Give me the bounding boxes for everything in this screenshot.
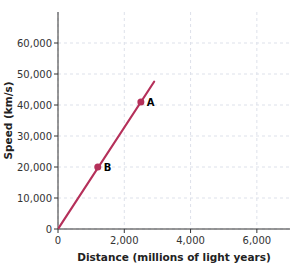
grid-line-y bbox=[58, 74, 290, 75]
x-tick-label: 6,000 bbox=[243, 235, 272, 246]
axes: 0 2,000 4,000 6,000 0 10,000 20,000 30,000 40,00… bbox=[17, 38, 271, 247]
data-line bbox=[58, 82, 154, 229]
grid-line-y bbox=[58, 136, 290, 137]
grid-line-y bbox=[58, 198, 290, 199]
grid-line-y bbox=[58, 229, 290, 230]
grid-line-x bbox=[190, 12, 191, 229]
data-point bbox=[137, 98, 144, 105]
y-tick bbox=[54, 43, 58, 44]
x-axis-line bbox=[58, 229, 290, 230]
annotations: AB bbox=[104, 97, 155, 173]
x-axis-label: Distance (millions of light years) bbox=[77, 251, 270, 263]
y-axis-line bbox=[58, 12, 59, 229]
y-tick bbox=[54, 74, 58, 75]
grid-line-x bbox=[124, 12, 125, 229]
y-tick-label: 10,000 bbox=[17, 193, 52, 204]
y-tick bbox=[54, 105, 58, 106]
x-tick bbox=[124, 229, 125, 233]
grid-line-y bbox=[58, 167, 290, 168]
grid-line-x bbox=[58, 12, 59, 229]
point-label: A bbox=[147, 97, 155, 108]
x-tick-label: 0 bbox=[55, 235, 61, 246]
grid-line-y bbox=[58, 43, 290, 44]
chart: 0 2,000 4,000 6,000 0 10,000 20,000 30,000 40,00… bbox=[0, 0, 304, 269]
x-tick bbox=[256, 229, 257, 233]
y-tick-label: 20,000 bbox=[17, 162, 52, 173]
grid-line-y bbox=[58, 105, 290, 106]
y-axis-label: Speed (km/s) bbox=[2, 81, 14, 159]
x-tick bbox=[58, 229, 59, 233]
y-tick-label: 30,000 bbox=[17, 131, 52, 142]
grid bbox=[58, 12, 290, 229]
grid-line-x bbox=[256, 12, 257, 229]
y-tick-label: 40,000 bbox=[17, 100, 52, 111]
y-tick-label: 50,000 bbox=[17, 69, 52, 80]
y-tick bbox=[54, 136, 58, 137]
x-tick bbox=[190, 229, 191, 233]
y-tick-label: 0 bbox=[46, 224, 52, 235]
point-label: B bbox=[104, 162, 112, 173]
y-tick bbox=[54, 167, 58, 168]
x-tick-label: 4,000 bbox=[176, 235, 205, 246]
marks bbox=[58, 82, 154, 229]
x-tick-label: 2,000 bbox=[110, 235, 139, 246]
y-tick-label: 60,000 bbox=[17, 38, 52, 49]
data-point bbox=[94, 164, 101, 171]
y-tick bbox=[54, 229, 58, 230]
y-tick bbox=[54, 198, 58, 199]
